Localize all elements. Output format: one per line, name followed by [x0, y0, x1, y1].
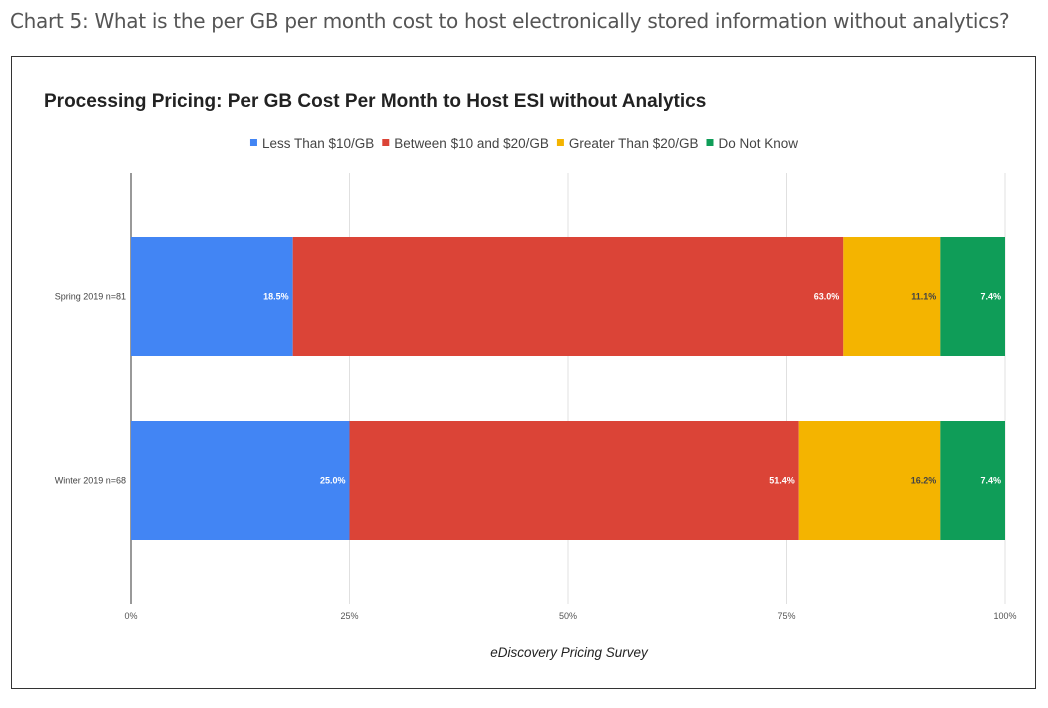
bar-segment — [940, 237, 1005, 356]
data-label: 7.4% — [980, 292, 1001, 302]
legend-label: Between $10 and $20/GB — [394, 136, 549, 151]
bar-segment — [798, 421, 941, 540]
data-label: 7.4% — [980, 476, 1001, 486]
legend-item: Between $10 and $20/GB — [382, 136, 549, 151]
data-label: 63.0% — [814, 292, 840, 302]
x-tick-labels: 0% 25% 50% 75% 100% — [124, 611, 1016, 621]
bar-segment — [292, 237, 844, 356]
legend-swatch — [706, 139, 714, 146]
data-label: 11.1% — [911, 292, 936, 302]
bar-segment — [940, 421, 1005, 540]
bars: 18.5% 63.0% 11.1% 7.4% 25.0% 51.4% 16.2% 7.4% — [131, 237, 1005, 540]
legend-item: Less Than $10/GB — [249, 136, 374, 151]
chart-title: Processing Pricing: Per GB Cost Per Mont… — [44, 91, 706, 112]
legend-label: Do Not Know — [718, 136, 798, 151]
legend-swatch — [249, 139, 257, 146]
legend-label: Greater Than $20/GB — [569, 136, 699, 151]
data-label: 51.4% — [769, 476, 795, 486]
x-tick-label: 75% — [777, 611, 795, 621]
bar-segment — [131, 237, 293, 356]
x-tick-label: 25% — [340, 611, 358, 621]
legend-swatch — [556, 139, 564, 146]
bar-segment — [349, 421, 799, 540]
x-tick-label: 50% — [559, 611, 577, 621]
legend-label: Less Than $10/GB — [262, 136, 374, 151]
legend: Less Than $10/GB Between $10 and $20/GB Gr… — [249, 136, 798, 151]
legend-item: Do Not Know — [706, 136, 798, 151]
category-labels: Spring 2019 n=81 Winter 2019 n=68 — [55, 292, 126, 486]
chart-frame — [11, 56, 1036, 689]
x-tick-label: 0% — [124, 611, 137, 621]
bar-segment — [131, 421, 350, 540]
category-label: Winter 2019 n=68 — [55, 476, 126, 486]
data-label: 16.2% — [911, 476, 937, 486]
chart-caption: eDiscovery Pricing Survey — [490, 645, 649, 660]
x-tick-label: 100% — [993, 611, 1016, 621]
page-heading: Chart 5: What is the per GB per month co… — [10, 9, 1010, 33]
data-label: 25.0% — [320, 476, 346, 486]
legend-swatch — [382, 139, 390, 146]
legend-item: Greater Than $20/GB — [556, 136, 699, 151]
bar-segment — [843, 237, 941, 356]
data-label: 18.5% — [263, 292, 289, 302]
category-label: Spring 2019 n=81 — [55, 292, 126, 302]
